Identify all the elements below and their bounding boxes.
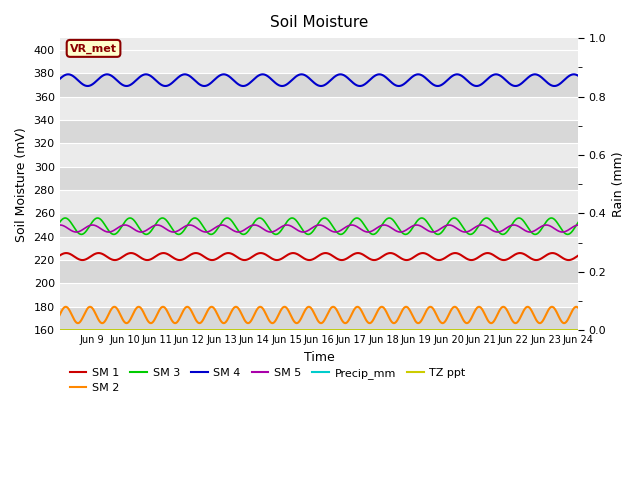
- Bar: [60, 50, 579, 73]
- Legend: SM 1, SM 2, SM 3, SM 4, SM 5, Precip_mm, TZ ppt: SM 1, SM 2, SM 3, SM 4, SM 5, Precip_mm,…: [65, 363, 470, 397]
- Bar: [60, 307, 579, 330]
- Bar: [60, 237, 579, 260]
- Title: Soil Moisture: Soil Moisture: [270, 15, 368, 30]
- Text: VR_met: VR_met: [70, 43, 117, 53]
- Bar: [60, 260, 579, 283]
- Bar: [60, 190, 579, 213]
- Bar: [60, 143, 579, 167]
- Bar: [60, 120, 579, 143]
- X-axis label: Time: Time: [303, 350, 334, 363]
- Y-axis label: Soil Moisture (mV): Soil Moisture (mV): [15, 127, 28, 241]
- Bar: [60, 283, 579, 307]
- Bar: [60, 73, 579, 96]
- Bar: [60, 96, 579, 120]
- Bar: [60, 213, 579, 237]
- Bar: [60, 167, 579, 190]
- Y-axis label: Rain (mm): Rain (mm): [612, 151, 625, 217]
